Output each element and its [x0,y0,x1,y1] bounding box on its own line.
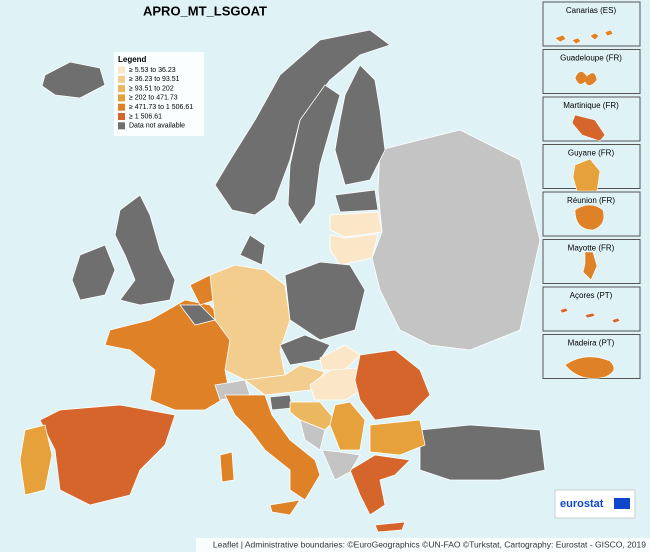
logo-text: eurostat [560,498,604,510]
inset-title: Madeira (PT) [568,339,615,348]
country [299,419,326,451]
country [284,261,366,341]
legend-swatch [118,103,125,111]
inset-territory [571,114,606,142]
country [329,233,379,266]
legend-label: ≥ 36.23 to 93.51 [129,76,180,83]
inset-territory [582,251,598,281]
inset-territory [572,158,601,192]
country [334,189,379,213]
inset-frame [542,286,641,332]
legend-swatch [118,94,125,102]
inset-title: Açores (PT) [570,291,613,300]
inset-territory [574,71,598,86]
map-title: APRO_MT_LSGOAT [143,3,267,18]
inset-title: Canarias (ES) [566,6,617,15]
legend-label: ≥ 471.73 to 1 506.61 [129,104,193,111]
country [114,194,176,306]
attribution-box [196,538,650,552]
country [269,499,301,516]
country [71,244,116,301]
inset-territory [554,29,614,45]
country [209,264,291,381]
country [349,454,411,516]
legend-label: ≥ 202 to 471.73 [129,95,178,102]
country [329,401,366,451]
country [369,419,426,456]
legend-swatch [118,113,125,120]
country [329,211,383,238]
legend-swatch [118,85,125,93]
legend-swatch [118,66,125,74]
legend-swatch [118,75,125,83]
inset-title: Réunion (FR) [567,196,615,205]
country [374,521,406,533]
legend-label: ≥ 1 506.61 [129,113,162,120]
country [239,234,266,266]
inset-title: Martinique (FR) [563,101,619,110]
legend-swatch [118,122,125,130]
country [219,451,235,483]
inset-title: Mayotte (FR) [568,244,615,253]
legend-title: Legend [118,55,147,64]
legend-label: ≥ 93.51 to 202 [129,85,174,92]
countries [19,29,546,533]
eu-flag [614,498,630,509]
country [321,449,361,481]
legend-label: ≥ 5.53 to 36.23 [129,67,176,74]
inset-title: Guadeloupe (FR) [560,54,622,63]
inset-territory [574,204,605,231]
country [287,84,341,226]
inset-title: Guyane (FR) [568,149,615,158]
legend-box [114,52,204,136]
legend: Legend ≥ 5.53 to 36.23 ≥ 36.23 to 93.51 ≥ … [114,52,204,136]
country [334,64,386,186]
inset-territory [559,307,621,324]
country [371,129,541,351]
country [279,334,331,366]
country [419,424,546,481]
country [319,344,361,371]
logo: eurostat [554,489,636,519]
inset-frame [542,334,641,379]
inset-territory [564,356,615,379]
country [19,424,53,496]
attribution: Leaflet | Administrative boundaries: ©Eu… [213,539,646,549]
country [354,349,431,421]
insets: Canarias (ES) Guadeloupe (FR) Martinique (… [542,1,641,379]
logo-box [554,489,636,519]
legend-label: Data not available [129,123,185,130]
country [269,394,293,411]
country [39,404,176,506]
inset-frame [542,49,641,94]
country [41,61,106,99]
country [224,394,321,501]
country [214,29,391,216]
